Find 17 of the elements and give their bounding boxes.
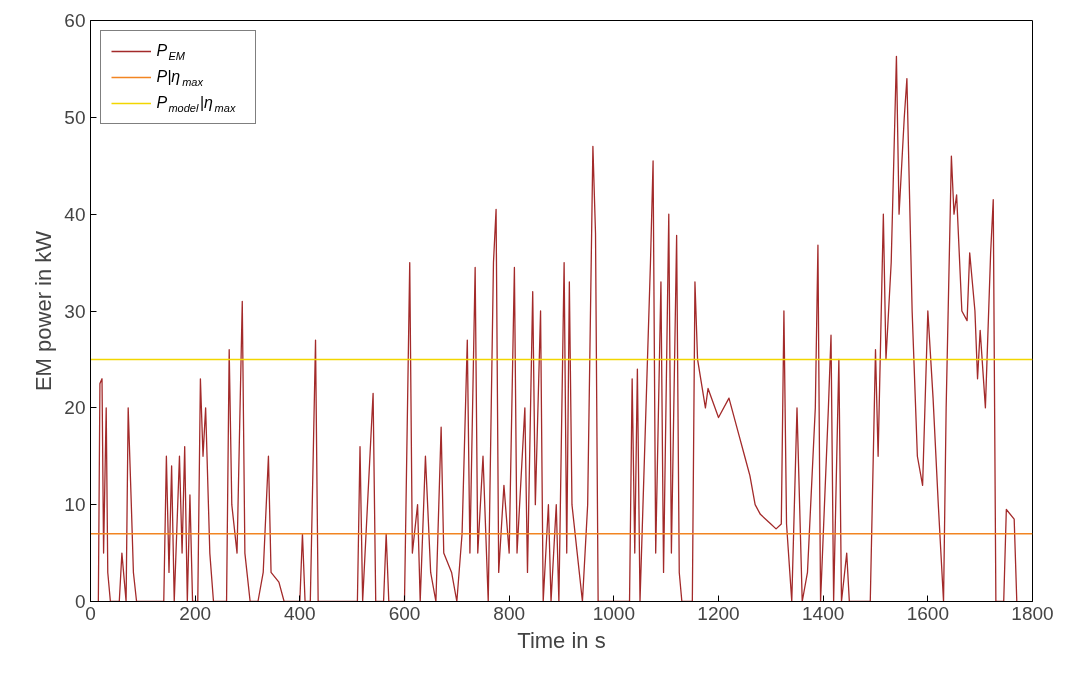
x-tick-label: 200 <box>179 602 212 624</box>
x-tick-label: 400 <box>283 602 316 624</box>
x-tick-label: 600 <box>388 602 421 624</box>
x-tick-label: 1600 <box>906 602 949 624</box>
x-tick-label: 800 <box>493 602 526 624</box>
x-tick-label: 1200 <box>697 602 740 624</box>
x-tick-label: 1800 <box>1011 602 1054 624</box>
y-axis-title: EM power in kW <box>31 230 57 392</box>
x-axis-title: Time in s <box>517 627 606 653</box>
y-tick-label: 40 <box>64 203 86 225</box>
x-tick-label: 1000 <box>592 602 635 624</box>
y-tick-label: 60 <box>64 10 86 31</box>
y-tick-label: 50 <box>64 106 86 128</box>
x-tick-label: 1400 <box>802 602 845 624</box>
y-tick-label: 20 <box>64 397 86 419</box>
y-tick-label: 30 <box>64 300 86 322</box>
y-tick-label: 10 <box>64 494 86 516</box>
